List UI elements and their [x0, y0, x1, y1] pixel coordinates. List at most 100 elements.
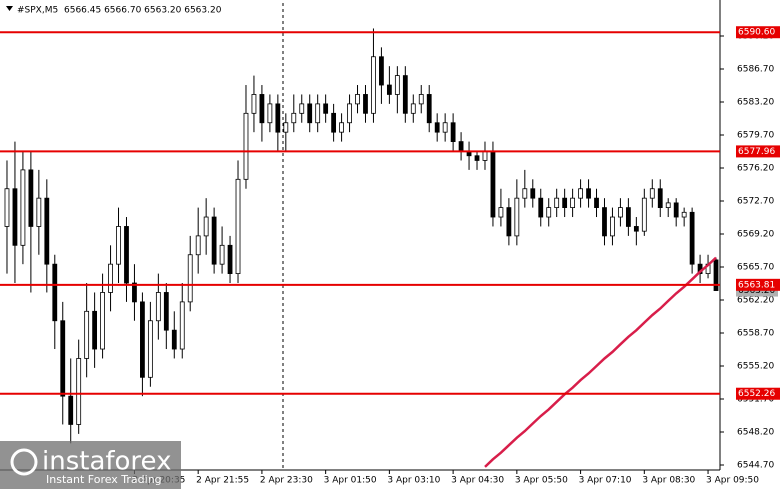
candle-body: [578, 188, 583, 199]
candle-body: [179, 301, 185, 350]
x-tick-label: 3 Apr 07:10: [579, 476, 632, 486]
candle-body: [100, 292, 105, 350]
candle-body: [418, 94, 424, 105]
x-tick-label: 2 Apr 21:55: [196, 476, 249, 486]
candle-body: [554, 197, 560, 209]
logo-tagline: Instant Forex Trading: [46, 473, 162, 486]
candle-body: [474, 155, 480, 161]
candle-body: [657, 188, 663, 209]
candle-body: [490, 150, 496, 218]
chart-title: #SPX,M5: [17, 6, 58, 16]
candle-body: [283, 122, 289, 133]
candle-body: [187, 254, 193, 303]
candle-body: [371, 56, 376, 114]
candle-body: [625, 207, 631, 227]
candle-body: [681, 211, 687, 218]
candle-body: [84, 310, 90, 359]
candle-body: [60, 320, 66, 397]
candle-body: [28, 169, 34, 227]
y-tick-label: 6583.20: [737, 98, 774, 108]
candle-body: [402, 75, 408, 114]
candle-body: [522, 188, 528, 199]
candle-body: [586, 188, 591, 199]
candle-body: [147, 320, 153, 378]
candle-body: [307, 103, 313, 124]
candle-body: [155, 292, 161, 322]
candle-body: [602, 207, 607, 237]
candle-body: [482, 150, 488, 161]
candle-body: [267, 103, 273, 124]
candle-body: [458, 141, 464, 152]
candle-body: [339, 122, 344, 133]
candle-body: [641, 197, 647, 232]
candle-body: [76, 358, 82, 425]
level-box: [736, 278, 780, 291]
level-label: 6552.26: [738, 389, 775, 399]
candle-body: [394, 75, 400, 95]
logo-icon: [10, 448, 38, 476]
candle-body: [132, 282, 137, 303]
x-tick-label: 3 Apr 05:50: [515, 476, 568, 486]
candle-body: [203, 216, 209, 237]
logo-bg: [0, 441, 181, 489]
y-tick-label: 6569.20: [737, 230, 774, 240]
candle-body: [713, 259, 719, 291]
candle-body: [52, 263, 58, 322]
level-box: [736, 26, 780, 39]
level-label: 6563.81: [738, 280, 775, 290]
candle-body: [36, 197, 42, 227]
candle-body: [163, 292, 169, 331]
candle-body: [124, 226, 129, 284]
level-label: 6577.96: [738, 147, 775, 157]
candle-body: [140, 301, 145, 378]
y-tick-label: 6565.70: [737, 263, 774, 273]
y-tick-label: 6548.20: [737, 428, 774, 438]
candle-body: [673, 202, 679, 218]
candle-body: [323, 103, 329, 114]
candle-body: [116, 226, 121, 265]
candle-body: [331, 112, 337, 133]
candle-body: [546, 207, 552, 218]
candle-body: [299, 103, 305, 114]
candle-body: [195, 235, 201, 256]
candle-body: [275, 103, 281, 133]
candle-body: [68, 395, 74, 425]
candle-body: [211, 216, 217, 265]
y-tick-label: 6572.70: [737, 197, 774, 207]
candle-body: [219, 244, 225, 265]
y-tick-label: 6586.70: [737, 65, 774, 75]
candle-body: [363, 94, 368, 114]
last-price-label: 6563.20: [738, 286, 775, 296]
candle-body: [235, 178, 241, 275]
candle-body: [498, 207, 504, 218]
candle-body: [538, 197, 544, 218]
candle-body: [649, 188, 655, 199]
candle-body: [12, 188, 18, 246]
y-tick-label: 6558.70: [737, 329, 774, 339]
candle-body: [610, 216, 615, 237]
candle-body: [379, 56, 384, 86]
level-label: 6590.60: [738, 28, 775, 38]
logo-name: instaforex: [42, 447, 171, 477]
candle-body: [594, 197, 599, 209]
x-tick-label: 3 Apr 01:50: [324, 476, 377, 486]
x-tick-label: 3 Apr 08:30: [642, 476, 695, 486]
y-tick-label: 6555.20: [737, 362, 774, 372]
candle-body: [20, 169, 26, 246]
candle-body: [514, 197, 520, 237]
candle-body: [426, 94, 432, 124]
candle-body: [315, 103, 321, 124]
candle-body: [434, 122, 440, 133]
y-tick-label: 6562.20: [737, 296, 774, 306]
candle-body: [44, 197, 50, 265]
candle-body: [530, 188, 536, 199]
candle-body: [291, 112, 297, 124]
candle-body: [227, 244, 233, 275]
candle-body: [92, 310, 98, 350]
y-tick-label: 6544.70: [737, 461, 774, 471]
level-box: [736, 387, 780, 400]
candle-body: [171, 329, 177, 350]
y-tick-label: 6579.70: [737, 131, 774, 141]
y-tick-label: 6576.20: [737, 164, 774, 174]
